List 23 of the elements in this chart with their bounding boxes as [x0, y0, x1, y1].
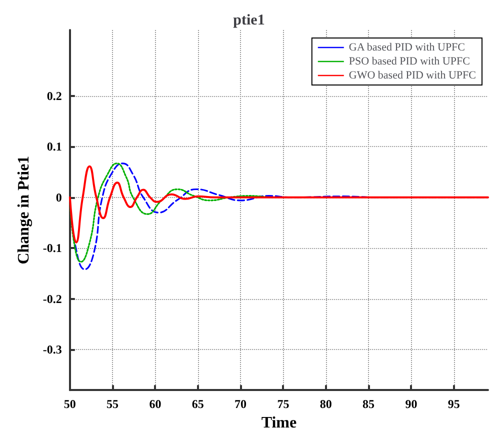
legend-label: GA based PID with UPFC: [348, 42, 466, 54]
y-tick-label: -0.3: [42, 342, 62, 357]
legend-label: GWO based PID with UPFC: [348, 70, 476, 82]
y-tick-label: 0.2: [46, 88, 62, 103]
line-series: [68, 165, 489, 244]
y-axis-title: Change in Ptie1: [16, 156, 32, 264]
y-tick-label: -0.1: [42, 241, 62, 256]
chart-title: ptie1: [233, 12, 265, 28]
x-tick-label: 60: [149, 397, 162, 412]
x-tick-label: 90: [405, 397, 418, 412]
x-tick-label: 65: [192, 397, 204, 412]
x-tick-label: 75: [277, 397, 290, 412]
x-tick-label: 55: [106, 397, 119, 412]
x-tick-label: 50: [64, 397, 76, 412]
x-axis-title: Time: [261, 414, 297, 432]
y-tick-label: 0.1: [46, 140, 62, 154]
legend-label: PSO based PID with UPFC: [348, 56, 470, 68]
x-tick-label: 85: [362, 397, 375, 412]
x-tick-label: 80: [320, 397, 332, 412]
x-tick-label: 95: [448, 397, 460, 412]
y-tick-label: 0: [56, 190, 62, 204]
x-tick-label: 70: [234, 397, 247, 412]
y-tick-label: -0.2: [42, 292, 62, 306]
